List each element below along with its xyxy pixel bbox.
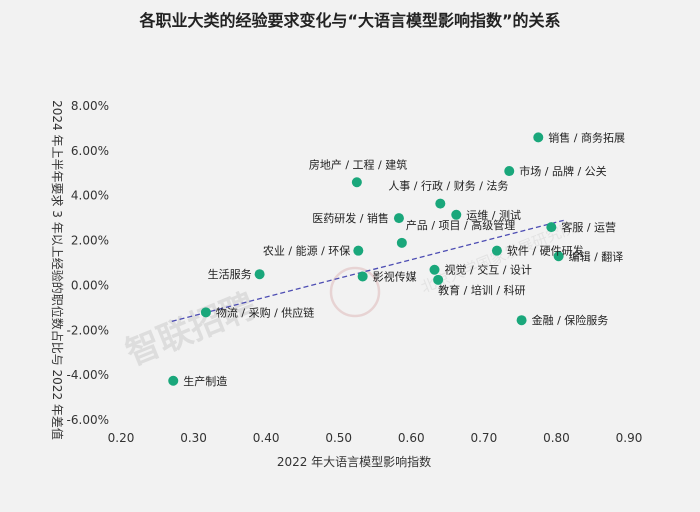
data-point <box>353 245 364 256</box>
data-point <box>504 166 515 177</box>
x-tick-label: 0.90 <box>616 431 643 445</box>
y-tick-label: 8.00% <box>71 99 109 113</box>
x-tick-label: 0.60 <box>398 431 425 445</box>
y-tick-label: 2.00% <box>71 234 109 248</box>
data-label: 运维 / 测试 <box>466 209 521 222</box>
data-label: 教育 / 培训 / 科研 <box>438 283 525 297</box>
x-tick-label: 0.40 <box>253 431 280 445</box>
data-label: 生活服务 <box>208 267 252 281</box>
y-tick-label: -2.00% <box>67 323 109 337</box>
y-tick-label: 4.00% <box>71 189 109 203</box>
y-tick-label: 6.00% <box>71 144 109 158</box>
data-point <box>393 213 404 224</box>
data-label: 农业 / 能源 / 环保 <box>263 244 350 258</box>
data-label: 人事 / 行政 / 财务 / 法务 <box>388 179 508 193</box>
data-point <box>429 264 440 275</box>
x-tick-label: 0.50 <box>325 431 352 445</box>
data-point <box>553 251 564 262</box>
x-axis-label: 2022 年大语言模型影响指数 <box>277 454 431 469</box>
x-axis-ticks: 0.20 0.30 0.40 0.50 0.60 0.70 0.80 0.90 <box>108 431 643 445</box>
data-point <box>435 198 446 209</box>
data-label: 金融 / 保险服务 <box>532 313 609 327</box>
y-axis-label: 2024 年上半年要求 3 年以上经验的职位数占比与 2022 年差值 <box>50 100 65 440</box>
data-point <box>433 274 444 285</box>
data-point <box>168 375 179 386</box>
data-point <box>451 209 462 220</box>
data-label: 客服 / 运营 <box>561 220 616 234</box>
data-label: 产品 / 项目 / 高级管理 <box>406 218 515 232</box>
chart-title: 各职业大类的经验要求变化与“大语言模型影响指数”的关系 <box>138 11 560 30</box>
data-label: 物流 / 采购 / 供应链 <box>216 305 314 319</box>
x-tick-label: 0.20 <box>108 431 135 445</box>
data-point <box>254 269 265 280</box>
data-label: 软件 / 硬件研发 <box>507 244 584 258</box>
data-label: 生产制造 <box>183 374 227 388</box>
x-tick-label: 0.30 <box>180 431 207 445</box>
data-label: 销售 / 商务拓展 <box>548 130 625 144</box>
watermark-text: 智联招聘 <box>120 286 261 374</box>
data-label: 医药研发 / 销售 <box>312 211 389 225</box>
data-label: 编辑 / 翻译 <box>569 249 624 263</box>
data-point <box>533 132 544 143</box>
data-label: 市场 / 品牌 / 公关 <box>519 164 606 178</box>
data-point <box>396 237 407 248</box>
data-point <box>357 271 368 282</box>
trendline <box>171 219 564 322</box>
y-tick-label: 0.00% <box>71 278 109 292</box>
data-label: 视觉 / 交互 / 设计 <box>445 263 532 277</box>
data-point <box>351 177 362 188</box>
data-points <box>168 132 564 386</box>
y-axis-ticks: -6.00% -4.00% -2.00% 0.00% 2.00% 4.00% 6.00% 8.… <box>67 99 109 427</box>
data-point <box>516 315 527 326</box>
x-tick-label: 0.80 <box>543 431 570 445</box>
data-point <box>200 307 211 318</box>
y-tick-label: -4.00% <box>67 368 109 382</box>
x-tick-label: 0.70 <box>470 431 497 445</box>
y-tick-label: -6.00% <box>67 413 109 427</box>
data-point <box>491 245 502 256</box>
data-label: 影视传媒 <box>373 269 417 283</box>
seal-logo <box>329 266 381 318</box>
data-label: 房地产 / 工程 / 建筑 <box>309 157 407 171</box>
data-point <box>546 222 557 233</box>
